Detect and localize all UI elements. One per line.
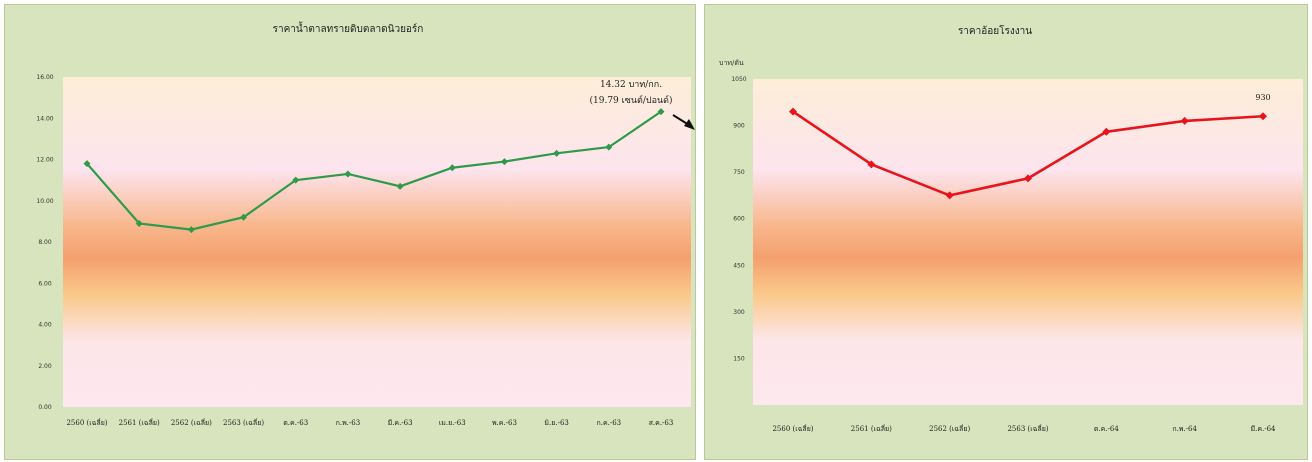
data-point	[867, 160, 876, 169]
series-group	[789, 107, 1267, 200]
y-tick-label: 150	[733, 355, 745, 362]
sugar-price-chart-panel: ราคาน้ำตาลทรายดิบตลาดนิวยอร์ก 0.00 2.00 4.…	[4, 4, 696, 460]
y-axis-ticks: 150 300 450 600 750 900 1050	[731, 76, 746, 362]
data-point	[553, 149, 561, 157]
y-tick-label: 900	[733, 123, 745, 130]
x-axis-ticks: 2560 (เฉลี่ย) 2561 (เฉลี่ย) 2562 (เฉลี่ย) 2…	[772, 424, 1276, 433]
data-point	[1259, 112, 1267, 121]
x-tick-label: 2562 (เฉลี่ย)	[171, 418, 212, 427]
y-tick-label: 10.00	[36, 198, 53, 205]
x-tick-label: 2560 (เฉลี่ย)	[66, 418, 107, 427]
y-tick-label: 14.00	[36, 115, 53, 122]
series-group	[83, 108, 665, 234]
y-tick-label: 750	[733, 169, 745, 176]
x-tick-label: 2561 (เฉลี่ย)	[119, 418, 160, 427]
y-tick-label: 16.00	[36, 74, 53, 81]
x-axis-ticks: 2560 (เฉลี่ย) 2561 (เฉลี่ย) 2562 (เฉลี่ย) 2…	[66, 418, 673, 427]
data-point	[344, 170, 352, 178]
data-point	[1102, 127, 1111, 136]
chart-title: ราคาน้ำตาลทรายดิบตลาดนิวยอร์ก	[273, 21, 424, 35]
annotation-line-1: 14.32 บาท/กก.	[600, 80, 662, 90]
data-point	[396, 182, 404, 190]
y-tick-label: 600	[733, 216, 745, 223]
annotation-line-2: (19.79 เซนต์/ปอนด์)	[590, 94, 673, 106]
data-point	[135, 219, 143, 227]
data-point	[292, 176, 300, 184]
y-tick-label: 0.00	[38, 404, 52, 411]
data-point	[83, 160, 91, 168]
x-tick-label: ก.พ.-63	[336, 419, 361, 427]
arrow-head	[684, 119, 695, 130]
y-tick-label: 450	[733, 262, 745, 269]
x-tick-label: มี.ค.-64	[1250, 425, 1276, 433]
y-tick-label: 1050	[731, 76, 746, 83]
data-point	[500, 158, 508, 166]
x-tick-label: 2560 (เฉลี่ย)	[772, 424, 813, 433]
cane-price-chart: ราคาอ้อยโรงงาน บาท/ตัน 150 300 450 600 750 90…	[719, 24, 1303, 433]
data-point	[945, 191, 954, 200]
x-tick-label: ก.พ.-64	[1172, 425, 1197, 433]
x-tick-label: 2562 (เฉลี่ย)	[929, 424, 970, 433]
data-point	[1024, 174, 1032, 183]
x-tick-label: 2563 (เฉลี่ย)	[1007, 424, 1048, 433]
x-tick-label: ก.ค.-63	[596, 419, 621, 427]
data-point	[240, 213, 248, 221]
x-tick-label: พ.ค.-63	[492, 419, 517, 427]
x-tick-label: มี.ค.-63	[388, 419, 413, 427]
chart-title: ราคาอ้อยโรงงาน	[958, 24, 1032, 37]
y-tick-label: 4.00	[38, 322, 52, 329]
cane-price-chart-panel: ราคาอ้อยโรงงาน บาท/ตัน 150 300 450 600 750 90…	[704, 4, 1308, 460]
data-point	[657, 108, 665, 116]
data-point	[1180, 116, 1189, 125]
x-tick-label: ต.ค.-63	[283, 419, 308, 427]
y-tick-label: 2.00	[38, 363, 52, 370]
y-tick-label: 12.00	[36, 157, 53, 164]
sugar-price-chart: ราคาน้ำตาลทรายดิบตลาดนิวยอร์ก 0.00 2.00 4.…	[36, 21, 695, 427]
y-axis-ticks: 0.00 2.00 4.00 6.00 8.00 10.00 12.00 14.00 16.00	[36, 74, 53, 411]
y-tick-label: 8.00	[38, 239, 52, 246]
plot-area	[753, 79, 1303, 405]
x-tick-label: ต.ค.-64	[1094, 425, 1119, 433]
annotation-value: 930	[1255, 93, 1270, 102]
data-point	[789, 107, 797, 116]
data-point	[605, 143, 613, 151]
x-tick-label: มิ.ย.-63	[544, 419, 568, 427]
series-line	[86, 110, 662, 231]
annotation-arrow	[672, 114, 695, 130]
plot-area	[63, 77, 691, 407]
x-tick-label: เม.ย.-63	[439, 419, 466, 427]
y-tick-label: 6.00	[38, 280, 52, 287]
y-tick-label: 300	[733, 309, 745, 316]
data-point	[448, 164, 456, 172]
x-tick-label: 2561 (เฉลี่ย)	[851, 424, 892, 433]
x-tick-label: ส.ค.-63	[649, 419, 674, 427]
data-point	[187, 226, 195, 234]
x-tick-label: 2563 (เฉลี่ย)	[223, 418, 264, 427]
y-axis-label: บาท/ตัน	[719, 59, 744, 67]
